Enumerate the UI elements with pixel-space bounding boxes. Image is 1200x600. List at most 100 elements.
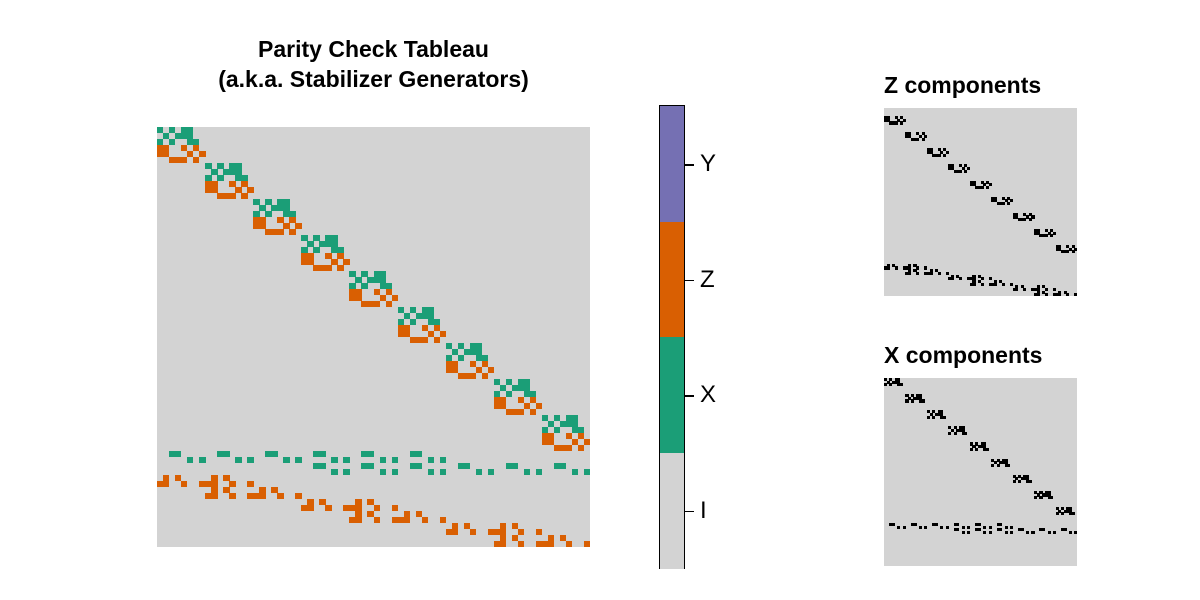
matrix-cell <box>910 137 914 141</box>
matrix-cell <box>547 421 555 428</box>
matrix-cell <box>427 469 435 476</box>
matrix-cell <box>355 295 362 302</box>
matrix-cell <box>373 289 380 296</box>
matrix-cell <box>1060 512 1064 516</box>
matrix-cell <box>937 412 941 416</box>
matrix-cell <box>1050 234 1054 238</box>
matrix-cell <box>319 499 326 506</box>
matrix-cell <box>996 528 1000 532</box>
matrix-cell <box>934 269 938 273</box>
matrix-cell <box>445 529 453 536</box>
matrix-cell <box>894 116 898 120</box>
matrix-cell <box>948 431 952 435</box>
matrix-cell <box>265 451 272 458</box>
matrix-cell <box>349 289 356 296</box>
matrix-cell <box>1004 461 1008 465</box>
matrix-cell <box>1034 228 1038 232</box>
matrix-cell <box>391 295 398 302</box>
matrix-cell <box>996 202 1000 206</box>
matrix-cell <box>235 175 242 182</box>
matrix-cell <box>1066 293 1070 296</box>
matrix-cell <box>211 187 218 194</box>
matrix-cell <box>983 531 987 535</box>
matrix-cell <box>908 396 912 400</box>
matrix-cell <box>1028 218 1032 222</box>
matrix-cell <box>469 529 477 536</box>
matrix-cell <box>571 439 579 446</box>
matrix-cell <box>349 295 356 302</box>
matrix-cell <box>487 367 495 374</box>
matrix-cell <box>343 469 350 476</box>
matrix-cell <box>265 199 272 206</box>
matrix-cell <box>433 337 441 344</box>
matrix-cell <box>541 541 549 547</box>
matrix-cell <box>433 319 441 326</box>
matrix-cell <box>959 429 963 433</box>
matrix-cell <box>523 469 531 476</box>
matrix-cell <box>415 463 422 470</box>
matrix-cell <box>217 175 224 182</box>
matrix-cell <box>319 451 326 458</box>
matrix-cell <box>253 199 260 206</box>
matrix-cell <box>553 415 561 422</box>
matrix-cell <box>427 313 435 320</box>
matrix-cell <box>277 205 284 212</box>
matrix-cell <box>985 185 989 189</box>
matrix-cell <box>331 235 338 242</box>
matrix-cell <box>1071 250 1075 254</box>
matrix-cell <box>967 167 971 171</box>
matrix-cell <box>999 202 1003 206</box>
matrix-cell <box>175 451 182 458</box>
matrix-cell <box>181 145 188 152</box>
matrix-cell <box>1042 234 1046 238</box>
matrix-cell <box>996 458 1000 462</box>
matrix-cell <box>361 463 368 470</box>
matrix-cell <box>991 458 995 462</box>
matrix-cell <box>886 263 890 267</box>
matrix-cell <box>1039 234 1043 238</box>
matrix-cell <box>1071 512 1075 516</box>
matrix-cell <box>541 415 549 422</box>
matrix-cell <box>905 266 909 270</box>
matrix-cell <box>271 451 278 458</box>
matrix-cell <box>463 373 471 380</box>
matrix-cell <box>1036 285 1040 289</box>
matrix-cell <box>229 181 236 188</box>
matrix-cell <box>1001 202 1006 206</box>
matrix-cell <box>439 469 447 476</box>
matrix-cell <box>924 271 928 275</box>
matrix-cell <box>361 301 368 308</box>
matrix-cell <box>223 193 230 200</box>
matrix-cell <box>926 415 930 419</box>
matrix-cell <box>972 282 976 286</box>
matrix-cell <box>199 457 206 464</box>
matrix-cell <box>1047 531 1051 535</box>
matrix-cell <box>1004 199 1008 203</box>
colorbar-label-X: X <box>700 381 717 409</box>
matrix-cell <box>945 271 949 275</box>
matrix-cell <box>1074 531 1077 535</box>
matrix-cell <box>916 394 920 398</box>
matrix-cell <box>1036 293 1040 296</box>
matrix-cell <box>553 445 561 452</box>
matrix-cell <box>908 266 912 270</box>
matrix-cell <box>948 164 952 168</box>
matrix-cell <box>457 343 465 350</box>
matrix-cell <box>553 427 561 434</box>
matrix-cell <box>295 223 302 230</box>
matrix-cell <box>980 442 984 446</box>
matrix-cell <box>409 463 416 470</box>
matrix-cell <box>942 148 947 152</box>
matrix-cell <box>583 469 590 476</box>
matrix-cell <box>463 349 471 356</box>
matrix-cell <box>313 265 320 272</box>
matrix-cell <box>956 523 960 527</box>
matrix-cell <box>1004 463 1008 468</box>
matrix-cell <box>892 380 896 384</box>
matrix-cell <box>403 325 410 332</box>
matrix-cell <box>265 211 272 218</box>
matrix-cell <box>523 403 531 410</box>
matrix-cell <box>571 421 579 428</box>
matrix-cell <box>247 457 254 464</box>
matrix-cell <box>1047 231 1051 235</box>
